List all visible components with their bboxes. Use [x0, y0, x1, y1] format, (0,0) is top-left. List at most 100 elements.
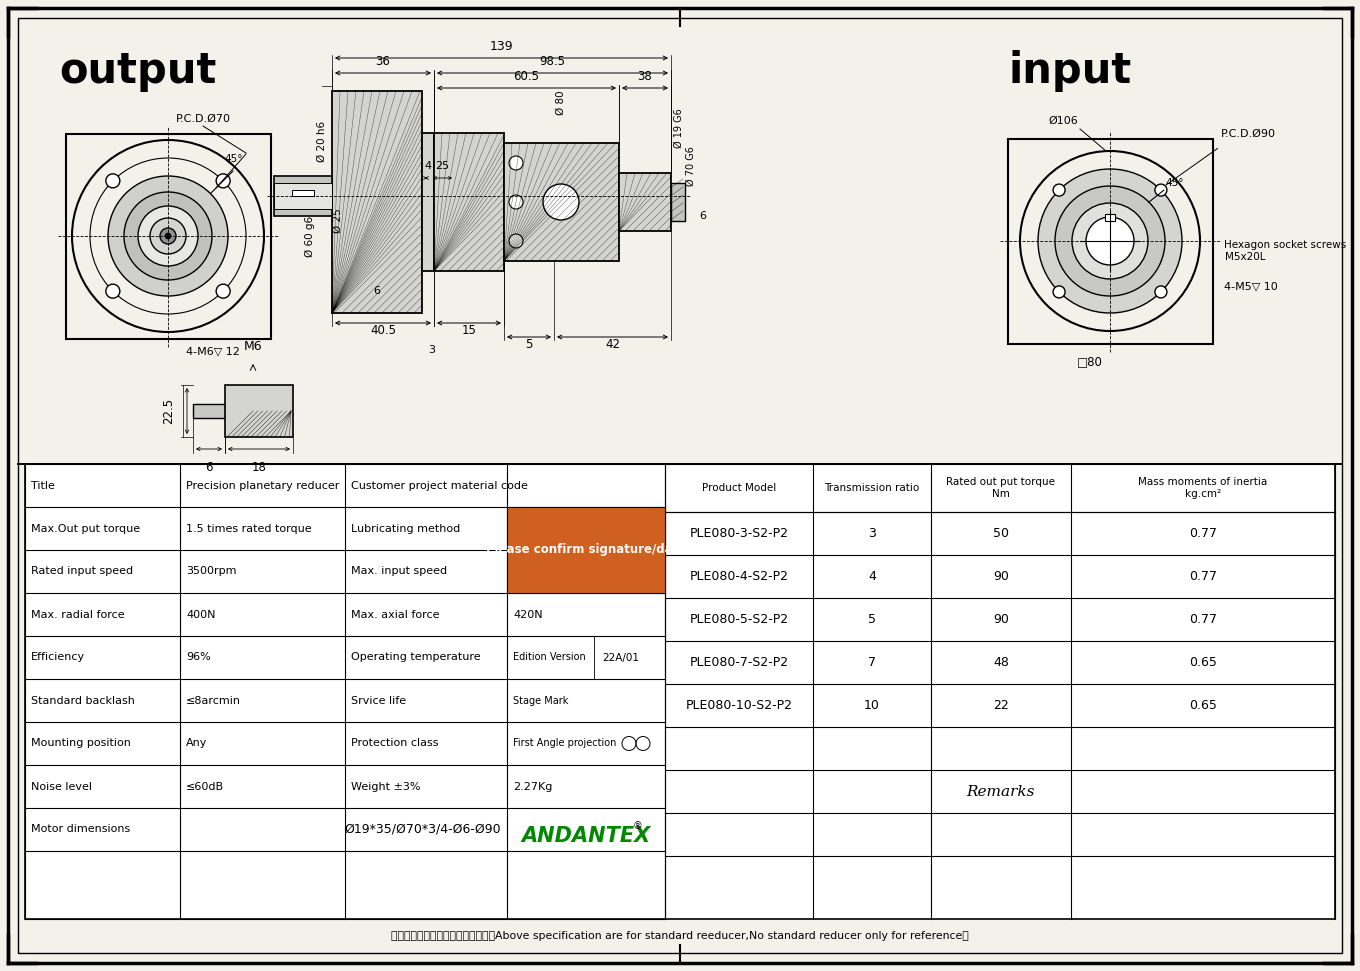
Text: Customer project material code: Customer project material code — [351, 481, 528, 490]
Circle shape — [216, 285, 230, 298]
Bar — [24, 464, 1336, 919]
Circle shape — [107, 176, 228, 296]
Circle shape — [106, 285, 120, 298]
Text: P.C.D.Ø90: P.C.D.Ø90 — [1220, 128, 1276, 139]
Circle shape — [106, 174, 120, 187]
Circle shape — [509, 195, 524, 209]
Text: Ø 80: Ø 80 — [556, 90, 566, 115]
Text: 45°: 45° — [224, 154, 242, 164]
Text: 4-M5▽ 10: 4-M5▽ 10 — [1224, 281, 1278, 291]
Text: 90: 90 — [993, 613, 1009, 626]
Bar — [434, 133, 505, 271]
Text: 6: 6 — [205, 461, 212, 474]
Text: 7: 7 — [868, 656, 876, 669]
Text: 36: 36 — [375, 55, 390, 68]
Bar — [273, 183, 332, 209]
Text: 15: 15 — [461, 324, 476, 337]
Text: Title: Title — [31, 481, 54, 490]
Text: ≤8arcmin: ≤8arcmin — [186, 695, 241, 706]
Text: Noise level: Noise level — [31, 782, 92, 791]
Text: Rated out put torque
Nm: Rated out put torque Nm — [947, 477, 1055, 499]
Text: □80: □80 — [1077, 355, 1103, 369]
Bar — [193, 404, 224, 418]
Text: Max.Out put torque: Max.Out put torque — [31, 523, 140, 533]
Text: Product Model: Product Model — [702, 483, 777, 493]
Text: 3: 3 — [428, 345, 435, 355]
Bar — [670, 183, 685, 221]
Text: Max. axial force: Max. axial force — [351, 610, 439, 619]
Circle shape — [150, 218, 186, 254]
Bar — [65, 133, 271, 339]
Text: Motor dimensions: Motor dimensions — [31, 824, 131, 834]
Text: Stage Mark: Stage Mark — [513, 695, 568, 706]
Text: M6: M6 — [243, 340, 262, 353]
Text: Ø 20 h6: Ø 20 h6 — [317, 120, 326, 162]
Bar — [422, 133, 434, 271]
Text: 40.5: 40.5 — [370, 324, 396, 337]
Bar — [1104, 214, 1115, 221]
Text: Max. input speed: Max. input speed — [351, 566, 447, 577]
Text: Any: Any — [186, 739, 207, 749]
Text: P.C.D.Ø70: P.C.D.Ø70 — [175, 114, 230, 124]
Circle shape — [1155, 184, 1167, 196]
Text: 2.27Kg: 2.27Kg — [513, 782, 552, 791]
Bar — [224, 385, 292, 437]
Bar — [273, 176, 332, 216]
Text: 5: 5 — [525, 338, 533, 351]
Text: 0.77: 0.77 — [1189, 570, 1217, 583]
Text: Hexagon socket screws
M5x20L: Hexagon socket screws M5x20L — [1224, 240, 1346, 262]
Text: Ø 60 g6: Ø 60 g6 — [305, 216, 316, 256]
Text: 22A/01: 22A/01 — [602, 653, 639, 662]
Text: input: input — [1008, 50, 1132, 92]
Text: 0.65: 0.65 — [1189, 699, 1217, 712]
Text: 98.5: 98.5 — [540, 55, 566, 68]
Text: Ø 25: Ø 25 — [333, 209, 343, 233]
Text: ANDANTEX: ANDANTEX — [521, 826, 650, 846]
Text: 22: 22 — [993, 699, 1009, 712]
Circle shape — [1020, 151, 1200, 331]
Text: 60.5: 60.5 — [514, 70, 540, 83]
Text: Max. radial force: Max. radial force — [31, 610, 125, 619]
Text: Mass moments of inertia
kg.cm²: Mass moments of inertia kg.cm² — [1138, 477, 1268, 499]
Circle shape — [1053, 285, 1065, 298]
Text: ≤60dB: ≤60dB — [186, 782, 224, 791]
Bar — [507, 507, 665, 593]
Text: 48: 48 — [993, 656, 1009, 669]
Text: 25: 25 — [435, 161, 449, 171]
Circle shape — [509, 156, 524, 170]
Circle shape — [160, 228, 175, 244]
Circle shape — [165, 233, 171, 239]
Text: Ø 70 G6: Ø 70 G6 — [685, 146, 696, 186]
Text: 规格尺寸如有变动，恕不另行通知（Above specification are for standard reeducer,No standard reduce: 规格尺寸如有变动，恕不另行通知（Above specification are … — [392, 931, 968, 941]
Text: 0.65: 0.65 — [1189, 656, 1217, 669]
Text: Precision planetary reducer: Precision planetary reducer — [186, 481, 340, 490]
Circle shape — [1055, 186, 1166, 296]
Text: PLE080-4-S2-P2: PLE080-4-S2-P2 — [690, 570, 789, 583]
Text: Operating temperature: Operating temperature — [351, 653, 480, 662]
Circle shape — [1072, 203, 1148, 279]
Text: 420N: 420N — [513, 610, 543, 619]
Circle shape — [90, 158, 246, 314]
Text: 6: 6 — [374, 286, 381, 296]
Text: Ø19*35/Ø70*3/4-Ø6-Ø90: Ø19*35/Ø70*3/4-Ø6-Ø90 — [344, 823, 500, 836]
Text: First Angle projection: First Angle projection — [513, 739, 616, 749]
Text: Efficiency: Efficiency — [31, 653, 86, 662]
Text: 139: 139 — [490, 40, 513, 53]
Text: 38: 38 — [638, 70, 653, 83]
Text: 42: 42 — [605, 338, 620, 351]
Text: ®: ® — [634, 821, 643, 831]
Text: 1.5 times rated torque: 1.5 times rated torque — [186, 523, 311, 533]
Text: 400N: 400N — [186, 610, 215, 619]
Bar — [292, 190, 314, 196]
Circle shape — [216, 174, 230, 187]
Circle shape — [509, 234, 524, 248]
Bar — [505, 143, 619, 261]
Text: Remarks: Remarks — [966, 785, 1034, 798]
Text: Protection class: Protection class — [351, 739, 438, 749]
Text: Please confirm signature/date: Please confirm signature/date — [486, 544, 687, 556]
Text: 3500rpm: 3500rpm — [186, 566, 237, 577]
Text: 45°: 45° — [1166, 178, 1185, 188]
Text: 96%: 96% — [186, 653, 211, 662]
Text: 4: 4 — [868, 570, 876, 583]
Text: output: output — [60, 50, 216, 92]
